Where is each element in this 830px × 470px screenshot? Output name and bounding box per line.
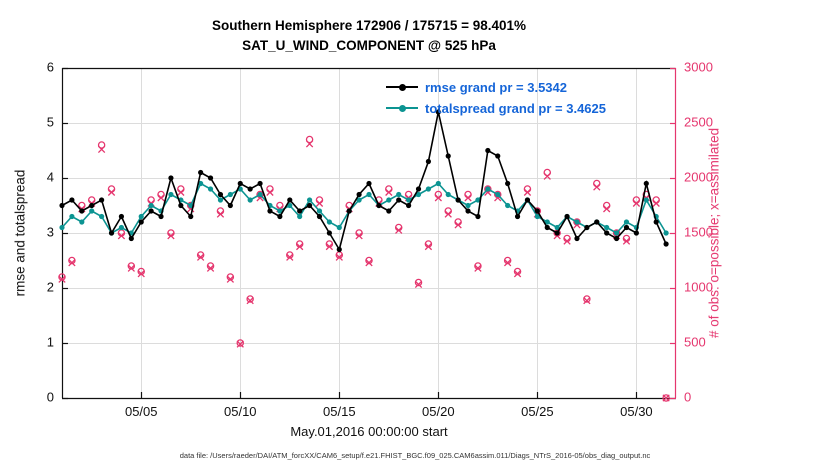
legend-item-rmse: rmse grand pr = 3.5342 [386,78,606,96]
legend-line-sample-rmse [386,83,418,92]
legend: rmse grand pr = 3.5342 totalspread grand… [386,78,606,117]
x-axis-label: May.01,2016 00:00:00 start [290,424,448,439]
data-file-caption: data file: /Users/raeder/DAI/ATM_forcXX/… [179,451,651,460]
legend-label-rmse: rmse grand pr = 3.5342 [425,79,567,95]
legend-item-totalspread: totalspread grand pr = 3.4625 [386,99,606,117]
left-y-axis-label: rmse and totalspread [12,169,28,297]
legend-line-sample-totalspread [386,104,418,113]
right-y-axis-label: # of obs: o=possible; x=assimilated [706,127,722,339]
legend-label-totalspread: totalspread grand pr = 3.4625 [425,100,606,116]
chart-title: Southern Hemisphere 172906 / 175715 = 98… [211,18,527,33]
totalspread-marker-swatch [398,104,406,112]
chart-subtitle: SAT_U_WIND_COMPONENT @ 525 hPa [242,38,496,53]
rmse-marker-swatch [398,83,406,91]
chart-title-block: Southern Hemisphere 172906 / 175715 = 98… [62,16,676,56]
